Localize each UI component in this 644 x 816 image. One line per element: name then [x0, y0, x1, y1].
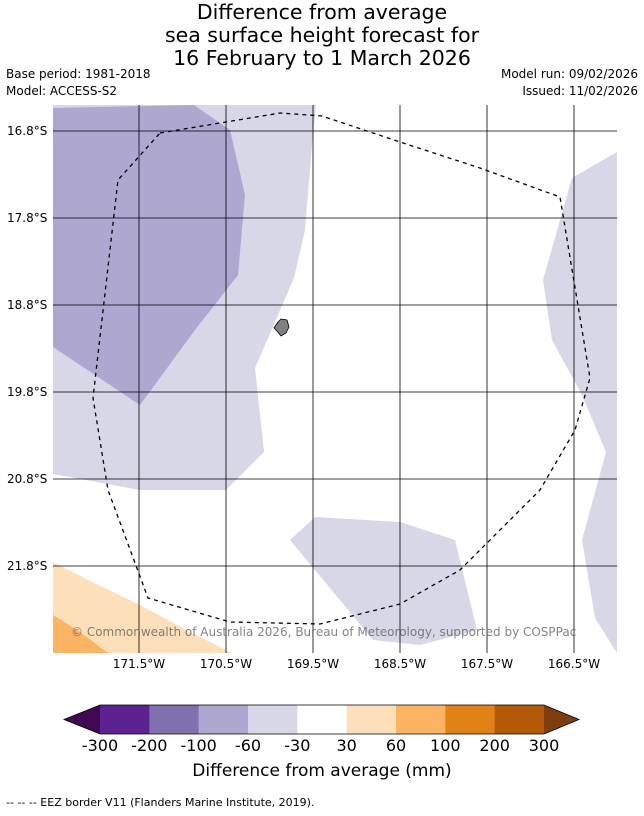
contour-60-100: [53, 615, 108, 653]
colorbar-tick-label: 60: [385, 736, 407, 755]
island-niue: [273, 318, 290, 337]
contour-minus60-minus30-east: [543, 152, 617, 653]
colorbar-segment: [346, 705, 397, 734]
contour-minus100-minus60: [53, 105, 245, 405]
lat-label-3: 18.8°S: [7, 298, 48, 312]
lat-label-1: 16.8°S: [7, 124, 48, 138]
lon-label-6: 166.5°W: [547, 657, 601, 671]
colorbar-extend-low: [64, 705, 100, 734]
lon-label-4: 168.5°W: [373, 657, 427, 671]
contour-minus60-minus30-south: [290, 517, 477, 645]
colorbar-outline: [62, 704, 581, 735]
gridlines: [53, 105, 617, 653]
eez-border: [92, 112, 591, 625]
colorbar-segment: [494, 705, 545, 734]
lon-label-1: 171.5°W: [112, 657, 166, 671]
chart-title: Difference from average sea surface heig…: [0, 0, 644, 70]
colorbar-tick-label: -100: [180, 736, 217, 755]
contour-30-60: [53, 562, 232, 653]
colorbar-tick-label: -300: [81, 736, 119, 755]
title-line-1: Difference from average: [196, 0, 448, 24]
title-line-2: sea surface height forecast for: [164, 23, 480, 47]
colorbar-segment: [297, 705, 348, 734]
base-period: Base period: 1981-2018: [6, 67, 151, 81]
colorbar-label: Difference from average (mm): [192, 761, 452, 781]
meta-right: Model run: 09/02/2026 Issued: 11/02/2026: [501, 66, 638, 100]
colorbar-segment: [100, 705, 150, 734]
colorbar-tick-label: -30: [284, 736, 311, 755]
lon-label-3: 169.5°W: [286, 657, 340, 671]
colorbar-segment: [445, 705, 496, 734]
colorbar-tick-label: 200: [479, 736, 510, 755]
colorbar-segment: [149, 705, 200, 734]
eez-legend-footnote: -- -- -- EEZ border V11 (Flanders Marine…: [6, 796, 315, 809]
colorbar-tick-label: 100: [430, 736, 461, 755]
colorbar-tick-label: 300: [528, 736, 560, 755]
colorbar-segment: [198, 705, 249, 734]
lat-label-2: 17.8°S: [7, 211, 48, 225]
colorbar-segment: [396, 705, 446, 734]
title-line-3: 16 February to 1 March 2026: [173, 46, 471, 70]
colorbar-tick-label: -200: [131, 736, 168, 755]
lat-label-6: 21.8°S: [7, 559, 48, 573]
model-name: Model: ACCESS-S2: [6, 84, 118, 98]
colorbar-extend-high: [544, 705, 579, 734]
issued-date: Issued: 11/02/2026: [522, 84, 638, 98]
colorbar-tick-label: -60: [234, 736, 262, 755]
lon-label-5: 167.5°W: [460, 657, 514, 671]
colorbar-tick-label: 30: [336, 736, 357, 755]
lat-label-5: 20.8°S: [7, 472, 48, 486]
lon-label-2: 170.5°W: [199, 657, 253, 671]
colorbar-segment: [248, 705, 298, 734]
copyright-watermark: © Commonwealth of Australia 2026, Bureau…: [71, 625, 577, 639]
lat-label-4: 19.8°S: [7, 385, 48, 399]
meta-left: Base period: 1981-2018 Model: ACCESS-S2: [6, 66, 151, 100]
model-run: Model run: 09/02/2026: [500, 67, 638, 81]
